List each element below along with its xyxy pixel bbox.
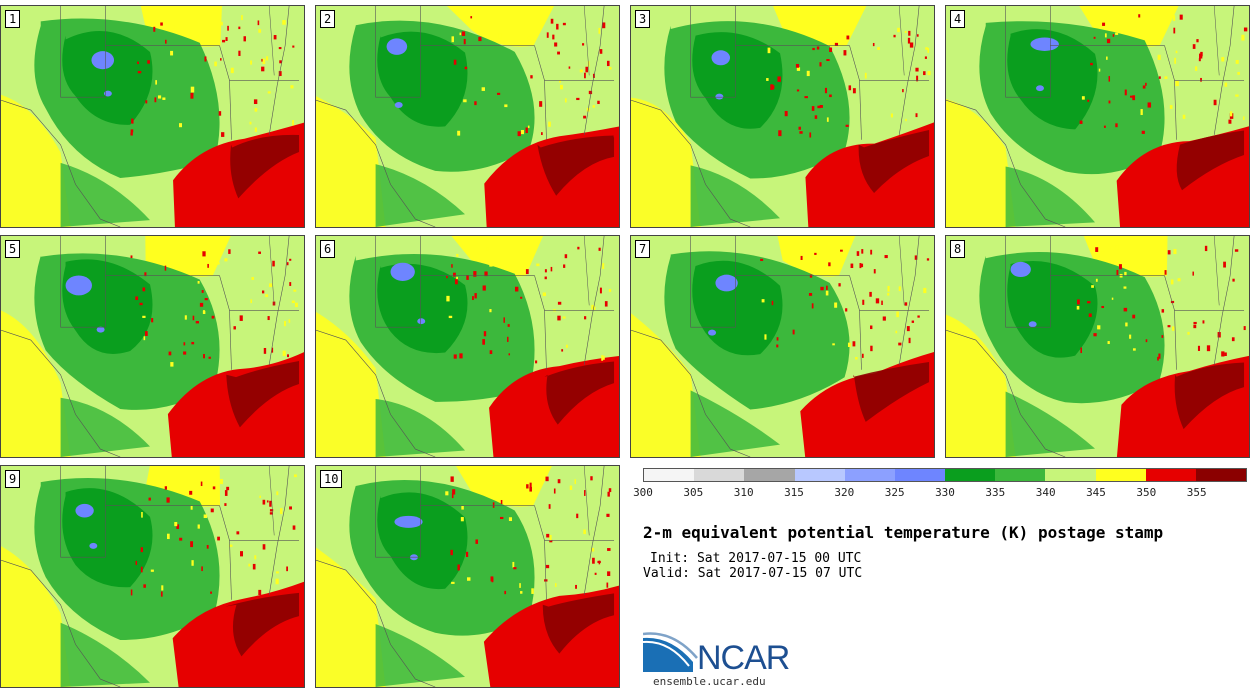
page-title: 2-m equivalent potential temperature (K)… [643,523,1164,542]
colorbar-tick-label: 310 [733,486,754,499]
member-number-5: 5 [5,240,21,258]
map-field-4 [946,6,1249,227]
ncar-logo-text: NCAR [697,639,790,677]
member-map-5: 5 [0,235,305,458]
colorbar-swatch [894,469,946,481]
colorbar-swatch [995,469,1046,481]
colorbar-swatch [744,469,795,481]
ncar-logo [643,632,698,672]
colorbar-swatch [1195,469,1247,481]
colorbar-swatch [1095,469,1146,481]
colorbar-tick-label: 320 [834,486,855,499]
member-map-9: 9 [0,465,305,688]
member-map-6: 6 [315,235,620,458]
member-number-6: 6 [320,240,336,258]
colorbar-tick-label: 325 [884,486,905,499]
map-field-10 [316,466,619,687]
map-field-3 [631,6,934,227]
colorbar-swatch [1145,469,1196,481]
member-map-4: 4 [945,5,1250,228]
colorbar-tick-label: 300 [633,486,653,499]
colorbar-swatch [945,469,996,481]
member-number-3: 3 [635,10,651,28]
map-field-5 [1,236,304,457]
map-field-2 [316,6,619,227]
colorbar-tick-label: 335 [985,486,1006,499]
colorbar-tick-label: 340 [1035,486,1056,499]
colorbar-tick-label: 315 [784,486,804,499]
member-number-4: 4 [950,10,966,28]
colorbar-swatch [1045,469,1096,481]
member-map-1: 1 [0,5,305,228]
colorbar-tick-label: 305 [683,486,704,499]
init-time: Init: Sat 2017-07-15 00 UTC [650,551,862,566]
member-map-3: 3 [630,5,935,228]
member-map-7: 7 [630,235,935,458]
member-map-2: 2 [315,5,620,228]
colorbar-swatch [794,469,845,481]
map-field-1 [1,6,304,227]
colorbar-swatch [844,469,895,481]
site-url: ensemble.ucar.edu [653,675,766,688]
member-number-9: 9 [5,470,21,488]
colorbar [643,468,1247,482]
colorbar-swatch [644,469,695,481]
colorbar-tick-label: 345 [1086,486,1106,499]
colorbar-tick-label: 355 [1186,486,1207,499]
colorbar-swatch [694,469,745,481]
member-map-10: 10 [315,465,620,688]
valid-time: Valid: Sat 2017-07-15 07 UTC [643,566,863,581]
member-number-7: 7 [635,240,651,258]
member-number-2: 2 [320,10,336,28]
colorbar-tick-label: 330 [935,486,955,499]
map-field-8 [946,236,1249,457]
colorbar-tick-label: 350 [1136,486,1157,499]
member-map-8: 8 [945,235,1250,458]
member-number-8: 8 [950,240,966,258]
map-field-7 [631,236,934,457]
member-number-1: 1 [5,10,21,28]
map-field-6 [316,236,619,457]
member-number-10: 10 [320,470,343,488]
map-field-9 [1,466,304,687]
